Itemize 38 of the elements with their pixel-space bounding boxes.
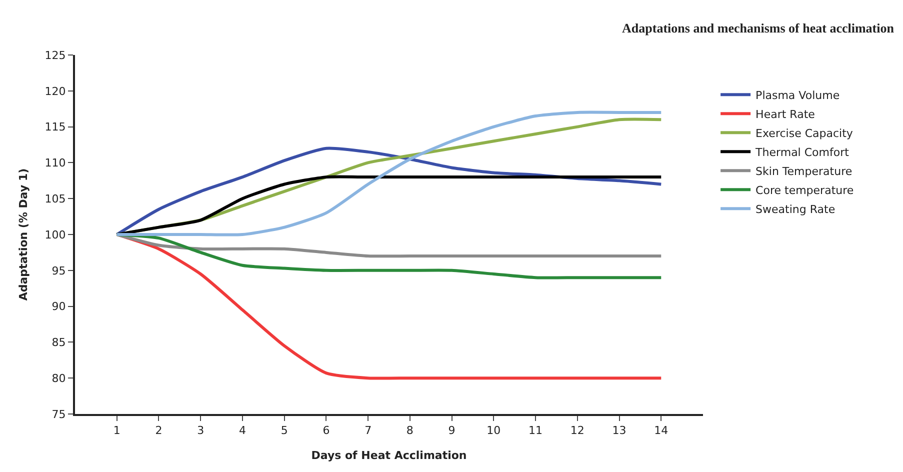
x-tick-label: 14 xyxy=(654,424,668,438)
x-tick-label: 12 xyxy=(570,424,584,438)
x-axis-title: Days of Heat Acclimation xyxy=(311,448,467,462)
y-axis-title: Adaptation (% Day 1) xyxy=(16,168,30,301)
y-tick-label: 85 xyxy=(52,336,66,350)
legend-label: Exercise Capacity xyxy=(756,126,854,140)
x-tick-label: 11 xyxy=(528,424,543,438)
x-tick-label: 8 xyxy=(406,424,414,438)
legend-label: Sweating Rate xyxy=(756,202,836,216)
x-tick-label: 3 xyxy=(197,424,204,438)
y-tick-label: 100 xyxy=(44,228,66,242)
y-tick-label: 120 xyxy=(44,84,66,98)
line-series xyxy=(115,175,663,236)
y-tick-label: 75 xyxy=(52,408,66,421)
y-tick-label: 80 xyxy=(52,372,66,385)
legend-label: Plasma Volume xyxy=(756,88,840,102)
y-tick-label: 105 xyxy=(44,192,66,206)
x-tick-label: 7 xyxy=(364,424,372,438)
legend-label: Skin Temperature xyxy=(756,164,852,178)
x-tick-label: 10 xyxy=(486,424,501,438)
x-tick-label: 2 xyxy=(155,424,162,438)
x-tick-label: 6 xyxy=(322,424,330,438)
legend-label: Thermal Comfort xyxy=(754,146,850,159)
line-series xyxy=(115,233,663,258)
y-tick-label: 95 xyxy=(52,264,66,278)
y-tick-label: 90 xyxy=(52,300,66,314)
legend-label: Core temperature xyxy=(756,184,854,197)
x-tick-label: 1 xyxy=(113,424,120,438)
y-tick-label: 115 xyxy=(44,120,66,134)
text: Adaptations and mechanisms of heat acclimation xyxy=(622,20,895,36)
legend-label: Heart Rate xyxy=(756,108,816,121)
y-tick-label: 110 xyxy=(44,156,66,170)
line-series xyxy=(115,146,663,236)
x-tick-label: 9 xyxy=(448,424,456,438)
x-tick-label: 4 xyxy=(238,424,246,438)
y-tick-label: 125 xyxy=(44,48,66,62)
x-tick-label: 13 xyxy=(612,424,626,438)
x-tick-label: 5 xyxy=(280,424,288,438)
